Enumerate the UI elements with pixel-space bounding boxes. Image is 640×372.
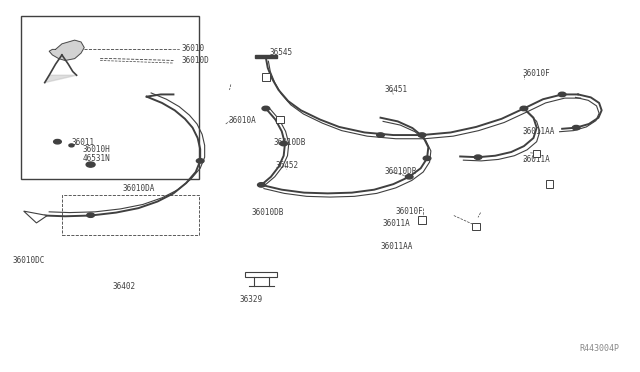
Circle shape — [405, 174, 413, 179]
Text: 36329: 36329 — [239, 295, 262, 304]
Circle shape — [280, 141, 287, 146]
Text: 36010D: 36010D — [182, 56, 209, 65]
Text: R443004P: R443004P — [579, 344, 620, 353]
Circle shape — [377, 133, 385, 137]
Text: 36010DB: 36010DB — [251, 208, 284, 217]
Circle shape — [558, 92, 566, 97]
Text: 36010F: 36010F — [523, 69, 550, 78]
Circle shape — [423, 156, 431, 161]
Text: 36452: 36452 — [275, 161, 298, 170]
Circle shape — [196, 159, 204, 163]
Bar — [276, 116, 284, 123]
Text: 36010DB: 36010DB — [385, 167, 417, 176]
Text: 36010DC: 36010DC — [13, 256, 45, 265]
Circle shape — [262, 106, 269, 111]
Circle shape — [54, 140, 61, 144]
Text: 36010: 36010 — [182, 44, 205, 53]
Bar — [20, 16, 199, 179]
Polygon shape — [24, 211, 47, 223]
Text: 36010H: 36010H — [83, 145, 111, 154]
Bar — [533, 150, 540, 157]
Circle shape — [572, 125, 580, 130]
Text: 36010DB: 36010DB — [273, 138, 306, 147]
Polygon shape — [45, 75, 77, 83]
Bar — [472, 223, 480, 230]
Text: 36011AA: 36011AA — [523, 127, 555, 136]
Polygon shape — [255, 55, 276, 58]
Text: 36011: 36011 — [72, 138, 95, 147]
Text: 36402: 36402 — [113, 282, 136, 291]
Polygon shape — [246, 272, 277, 277]
Text: 36545: 36545 — [269, 48, 292, 57]
Polygon shape — [49, 40, 84, 61]
Circle shape — [474, 155, 482, 160]
Circle shape — [257, 183, 265, 187]
Text: 46531N: 46531N — [83, 154, 111, 163]
Text: 36011A: 36011A — [383, 219, 410, 228]
Circle shape — [69, 144, 74, 147]
Circle shape — [87, 213, 95, 217]
Bar — [545, 180, 553, 188]
Bar — [262, 73, 269, 81]
Circle shape — [418, 133, 426, 137]
Text: 36010DA: 36010DA — [122, 185, 155, 193]
Circle shape — [86, 162, 95, 167]
Circle shape — [520, 106, 528, 111]
Text: 36010F: 36010F — [395, 206, 423, 216]
Text: 36011A: 36011A — [523, 155, 550, 164]
Text: 36010A: 36010A — [228, 116, 256, 125]
Bar — [418, 216, 426, 224]
Text: 36451: 36451 — [385, 85, 408, 94]
Text: 36011AA: 36011AA — [381, 243, 413, 251]
